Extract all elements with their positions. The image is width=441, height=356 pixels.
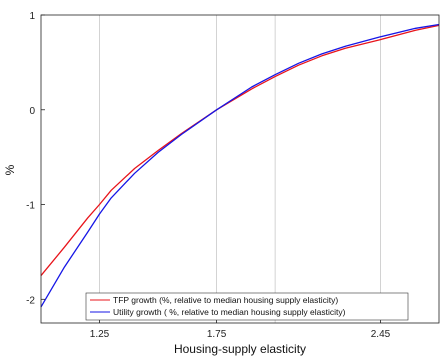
y-tick-label-2: 0: [29, 106, 35, 117]
tick-layer: 1.25 1.75 2.45 -2 -1 0 1: [26, 11, 391, 340]
x-tick-label-0: 1.25: [90, 329, 110, 340]
legend-box: [85, 292, 409, 321]
x-tick-label-2: 2.45: [371, 329, 391, 340]
legend: TFP growth (%, relative to median housin…: [85, 292, 409, 321]
plot-frame: [40, 14, 440, 324]
y-tick-label-3: 1: [29, 11, 35, 22]
y-axis-label: %: [3, 164, 17, 175]
series-line-utility: [40, 23, 440, 308]
x-tick-label-1: 1.75: [207, 329, 227, 340]
plot-area: [41, 15, 439, 323]
y-tick-label-1: -1: [26, 201, 35, 212]
legend-label-tfp: TFP growth (%, relative to median housin…: [113, 295, 338, 305]
grid-layer: [99, 15, 381, 323]
y-tick-label-0: -2: [26, 295, 35, 306]
legend-label-utility: Utility growth ( %, relative to median h…: [113, 307, 346, 317]
series-layer: [40, 23, 440, 308]
x-axis-label: Housing-supply elasticity: [174, 342, 306, 356]
